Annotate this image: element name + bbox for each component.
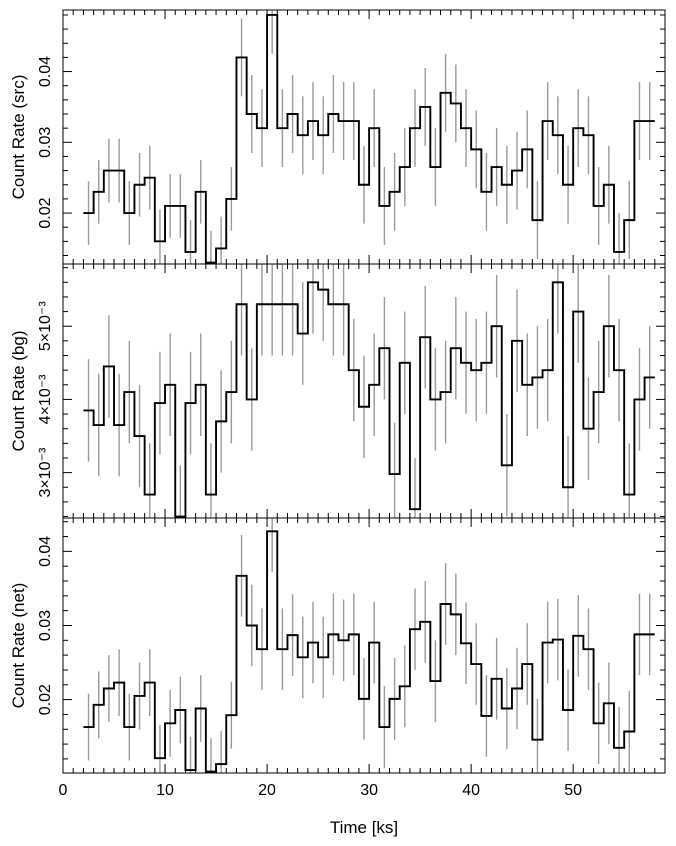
y-tick-label: 0.02 — [37, 197, 54, 228]
panel-frame — [62, 9, 666, 265]
y-axis-label: Count Rate (net) — [9, 583, 28, 709]
y-tick-label: 0.03 — [37, 127, 54, 158]
x-tick-label: 40 — [462, 782, 480, 799]
y-tick-label: 0.02 — [37, 684, 54, 715]
x-tick-label: 50 — [564, 782, 582, 799]
y-tick-label: 0.04 — [37, 536, 54, 567]
x-axis-label: Time [ks] — [330, 818, 398, 837]
plot-area — [83, 10, 655, 264]
plot-area — [83, 518, 655, 773]
light-curve-step-line — [83, 530, 655, 773]
y-tick-label: 3×10⁻³ — [37, 447, 54, 497]
light-curve-step-line — [83, 281, 655, 518]
x-tick-label: 0 — [59, 782, 68, 799]
x-tick-label: 20 — [258, 782, 276, 799]
plot-area — [83, 264, 655, 518]
x-tick-label: 10 — [156, 782, 174, 799]
light-curve-step-line — [83, 14, 655, 264]
y-axis-label: Count Rate (bg) — [9, 331, 28, 452]
y-tick-label: 4×10⁻³ — [37, 374, 54, 424]
y-axis-label: Count Rate (src) — [9, 75, 28, 200]
y-tick-label: 0.03 — [37, 610, 54, 641]
panel-1: 0.02 0.03 0.04 Count Rate (src) — [9, 9, 666, 265]
x-tick-label: 30 — [360, 782, 378, 799]
panel-2: 3×10⁻³ 4×10⁻³ 5×10⁻³ Count Rate (bg) — [9, 263, 666, 519]
panel-3: 0.02 0.03 0.04 Count Rate (net) 0 10 20 30 40 50 T… — [9, 517, 666, 837]
y-tick-label: 5×10⁻³ — [37, 301, 54, 351]
y-tick-label: 0.04 — [37, 56, 54, 87]
panel-frame — [62, 517, 666, 774]
